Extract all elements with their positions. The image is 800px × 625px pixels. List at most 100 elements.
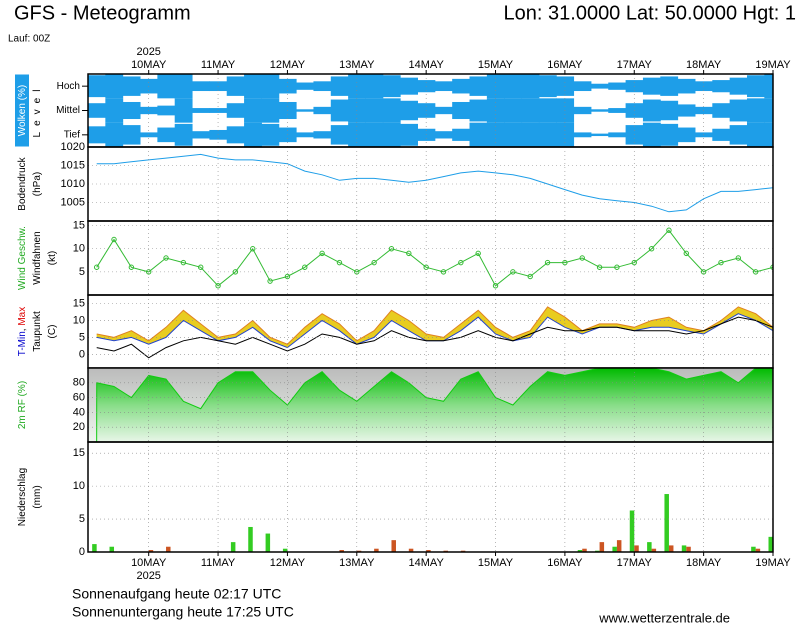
- y-tick-label: 40: [73, 406, 85, 418]
- precip-bar: [612, 546, 617, 552]
- x-tick-label: 13MAY: [339, 59, 375, 71]
- y-tick-label: 0: [79, 348, 85, 360]
- precip-bar: [686, 546, 691, 552]
- precip-bar: [148, 550, 154, 552]
- precip-bar: [426, 550, 431, 552]
- y-axis-label: (mm): [32, 485, 43, 508]
- series-marker: [215, 283, 221, 289]
- y-axis-label: Niederschlag: [17, 468, 28, 526]
- cloud-cell: [660, 123, 679, 146]
- series-marker: [596, 264, 603, 270]
- y-tick-label: 15: [73, 220, 85, 232]
- precip-bar: [755, 548, 761, 552]
- cloud-cell: [400, 123, 418, 146]
- cloud-cell: [122, 101, 141, 120]
- precip-bar: [92, 544, 97, 552]
- cloud-cell: [226, 76, 245, 96]
- cloud-cell: [192, 108, 210, 113]
- cloud-cell: [261, 123, 280, 146]
- cloud-cell: [729, 99, 748, 122]
- series-marker: [475, 250, 481, 257]
- cloud-cell: [105, 122, 124, 147]
- y-axis-label: 2m RF (%): [17, 381, 28, 429]
- cloud-cell: [105, 74, 124, 99]
- precip-bar: [248, 526, 253, 552]
- series-marker: [527, 273, 533, 280]
- cloud-cell: [313, 81, 332, 92]
- series-marker: [232, 269, 239, 275]
- series-marker: [267, 278, 273, 284]
- cloud-cell: [642, 99, 661, 122]
- cloud-cell: [590, 109, 609, 112]
- y-axis-label: (hPa): [32, 172, 43, 196]
- cloud-cell: [642, 122, 661, 147]
- cloud-cell: [504, 98, 523, 123]
- cloud-cell: [244, 98, 262, 123]
- y-axis-label-part: (hPa): [32, 172, 43, 196]
- x-tick-label: 10MAY: [131, 59, 167, 71]
- cloud-cell: [226, 126, 245, 144]
- y-tick-label: 60: [73, 392, 85, 404]
- cloud-cell: [226, 103, 245, 118]
- cloud-cell: [608, 82, 627, 90]
- precip-bar: [751, 546, 756, 552]
- y-axis-label-part: ,: [17, 326, 28, 332]
- cloud-cell: [590, 133, 609, 137]
- x-tick-label: 12MAY: [270, 59, 306, 71]
- series-marker: [666, 227, 672, 233]
- precip-bar: [230, 542, 236, 552]
- precip-bar: [339, 550, 344, 552]
- precip-bar: [391, 540, 396, 552]
- series-marker: [579, 255, 585, 261]
- cloud-cell: [538, 122, 557, 147]
- series-marker: [284, 273, 291, 280]
- x-tick-label: 16MAY: [547, 557, 583, 569]
- y-axis-label-part: (mm): [32, 485, 43, 508]
- source: www.wetterzentrale.de: [598, 610, 730, 625]
- year-label: 2025: [136, 570, 160, 582]
- y-axis-label: Taupunkt: [32, 311, 43, 352]
- cloud-cell: [296, 109, 314, 112]
- series-marker: [180, 259, 187, 266]
- series-marker: [544, 259, 551, 266]
- cloud-cell: [122, 76, 141, 96]
- ylabel-background: [15, 74, 29, 147]
- level-label: Hoch: [57, 81, 80, 92]
- series-marker: [111, 236, 117, 243]
- precip-bar: [166, 546, 171, 552]
- series-marker: [614, 264, 620, 270]
- cloud-cell: [105, 98, 124, 123]
- x-tick-label: 19MAY: [755, 557, 791, 569]
- temp-range-fill: [96, 306, 773, 348]
- series-marker: [683, 250, 689, 257]
- cloud-cell: [365, 98, 384, 123]
- panel-frame: [87, 146, 774, 222]
- sunrise: Sonnenaufgang heute 02:17 UTC: [72, 586, 281, 602]
- x-tick-label: 15MAY: [478, 557, 514, 569]
- cloud-cell: [590, 83, 609, 89]
- cloud-cell: [538, 75, 557, 98]
- y-axis-label: (kt): [47, 251, 58, 265]
- y-axis-label-part: Windfahnen: [32, 231, 43, 284]
- y-tick-label: 5: [79, 266, 85, 278]
- precip-bar: [599, 542, 605, 552]
- series-marker: [128, 264, 135, 270]
- panel: [93, 227, 773, 289]
- precip-bar: [629, 510, 635, 552]
- panel-frame: [87, 294, 774, 369]
- panel-frame: [87, 441, 774, 553]
- humidity-area: [96, 368, 773, 442]
- cloud-cell: [608, 108, 627, 113]
- precip-bar: [265, 533, 271, 552]
- series-marker: [371, 259, 377, 266]
- cloud-cell: [521, 74, 540, 99]
- y-tick-label: 15: [73, 447, 85, 459]
- cloud-cell: [434, 106, 453, 115]
- series-marker: [93, 264, 100, 270]
- cloud-cell: [261, 98, 280, 123]
- series-marker: [562, 259, 568, 266]
- panel: [96, 306, 773, 359]
- y-axis-label-part: Max: [17, 307, 28, 326]
- cloud-cell: [330, 99, 349, 122]
